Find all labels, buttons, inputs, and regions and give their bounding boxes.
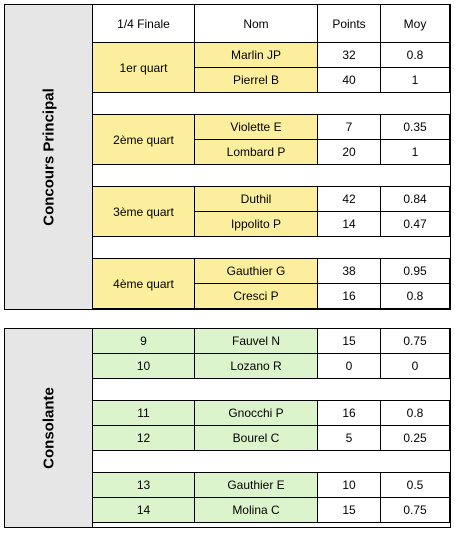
player-name: Gnocchi P (195, 401, 318, 426)
player-avg: 0.5 (381, 473, 450, 498)
header-round: 1/4 Finale (93, 5, 195, 43)
player-name: Lombard P (195, 140, 318, 165)
quarter-label: 4ème quart (93, 259, 195, 309)
header-name: Nom (195, 5, 318, 43)
spacer-row (93, 165, 450, 187)
player-avg: 0.75 (381, 329, 450, 354)
player-avg: 0.25 (381, 426, 450, 451)
spacer-row (93, 237, 450, 259)
spacer-row (93, 379, 450, 401)
header-avg: Moy (381, 5, 450, 43)
player-avg: 0.84 (381, 187, 450, 212)
player-number: 10 (93, 354, 195, 379)
spacer-row (93, 451, 450, 473)
player-avg: 1 (381, 68, 450, 93)
player-points: 40 (318, 68, 381, 93)
player-name: Violette E (195, 115, 318, 140)
player-name: Pierrel B (195, 68, 318, 93)
player-avg: 0.47 (381, 212, 450, 237)
player-avg: 0.95 (381, 259, 450, 284)
player-name: Duthil (195, 187, 318, 212)
main-title: Concours Principal (40, 88, 57, 226)
player-points: 32 (318, 43, 381, 68)
player-name: Ippolito P (195, 212, 318, 237)
quarter-label: 1er quart (93, 43, 195, 93)
consolante-title: Consolante (40, 387, 57, 469)
player-avg: 0 (381, 354, 450, 379)
player-points: 38 (318, 259, 381, 284)
header-points: Points (318, 5, 381, 43)
consolante-table: Consolante 9 Fauvel N 15 0.75 10 Lozano R 0 0 11… (4, 328, 451, 528)
player-name: Bourel C (195, 426, 318, 451)
main-tournament-table: Concours Principal 1/4 Finale Nom Points Mo… (4, 4, 451, 310)
consolante-side-panel: Consolante (5, 329, 93, 527)
player-avg: 0.35 (381, 115, 450, 140)
player-avg: 1 (381, 140, 450, 165)
player-number: 9 (93, 329, 195, 354)
player-avg: 0.75 (381, 498, 450, 523)
player-points: 20 (318, 140, 381, 165)
player-avg: 0.8 (381, 284, 450, 309)
player-avg: 0.8 (381, 43, 450, 68)
player-name: Gauthier G (195, 259, 318, 284)
player-name: Fauvel N (195, 329, 318, 354)
player-points: 15 (318, 329, 381, 354)
player-number: 11 (93, 401, 195, 426)
player-avg: 0.8 (381, 401, 450, 426)
player-points: 16 (318, 284, 381, 309)
player-name: Gauthier E (195, 473, 318, 498)
player-name: Lozano R (195, 354, 318, 379)
quarter-label: 3ème quart (93, 187, 195, 237)
player-number: 12 (93, 426, 195, 451)
main-side-panel: Concours Principal (5, 5, 93, 309)
player-points: 7 (318, 115, 381, 140)
player-points: 5 (318, 426, 381, 451)
quarter-label: 2ème quart (93, 115, 195, 165)
spacer-row (93, 93, 450, 115)
player-points: 16 (318, 401, 381, 426)
player-name: Marlin JP (195, 43, 318, 68)
player-name: Molina C (195, 498, 318, 523)
player-points: 10 (318, 473, 381, 498)
player-points: 15 (318, 498, 381, 523)
player-points: 14 (318, 212, 381, 237)
player-number: 14 (93, 498, 195, 523)
player-number: 13 (93, 473, 195, 498)
player-name: Cresci P (195, 284, 318, 309)
player-points: 42 (318, 187, 381, 212)
player-points: 0 (318, 354, 381, 379)
